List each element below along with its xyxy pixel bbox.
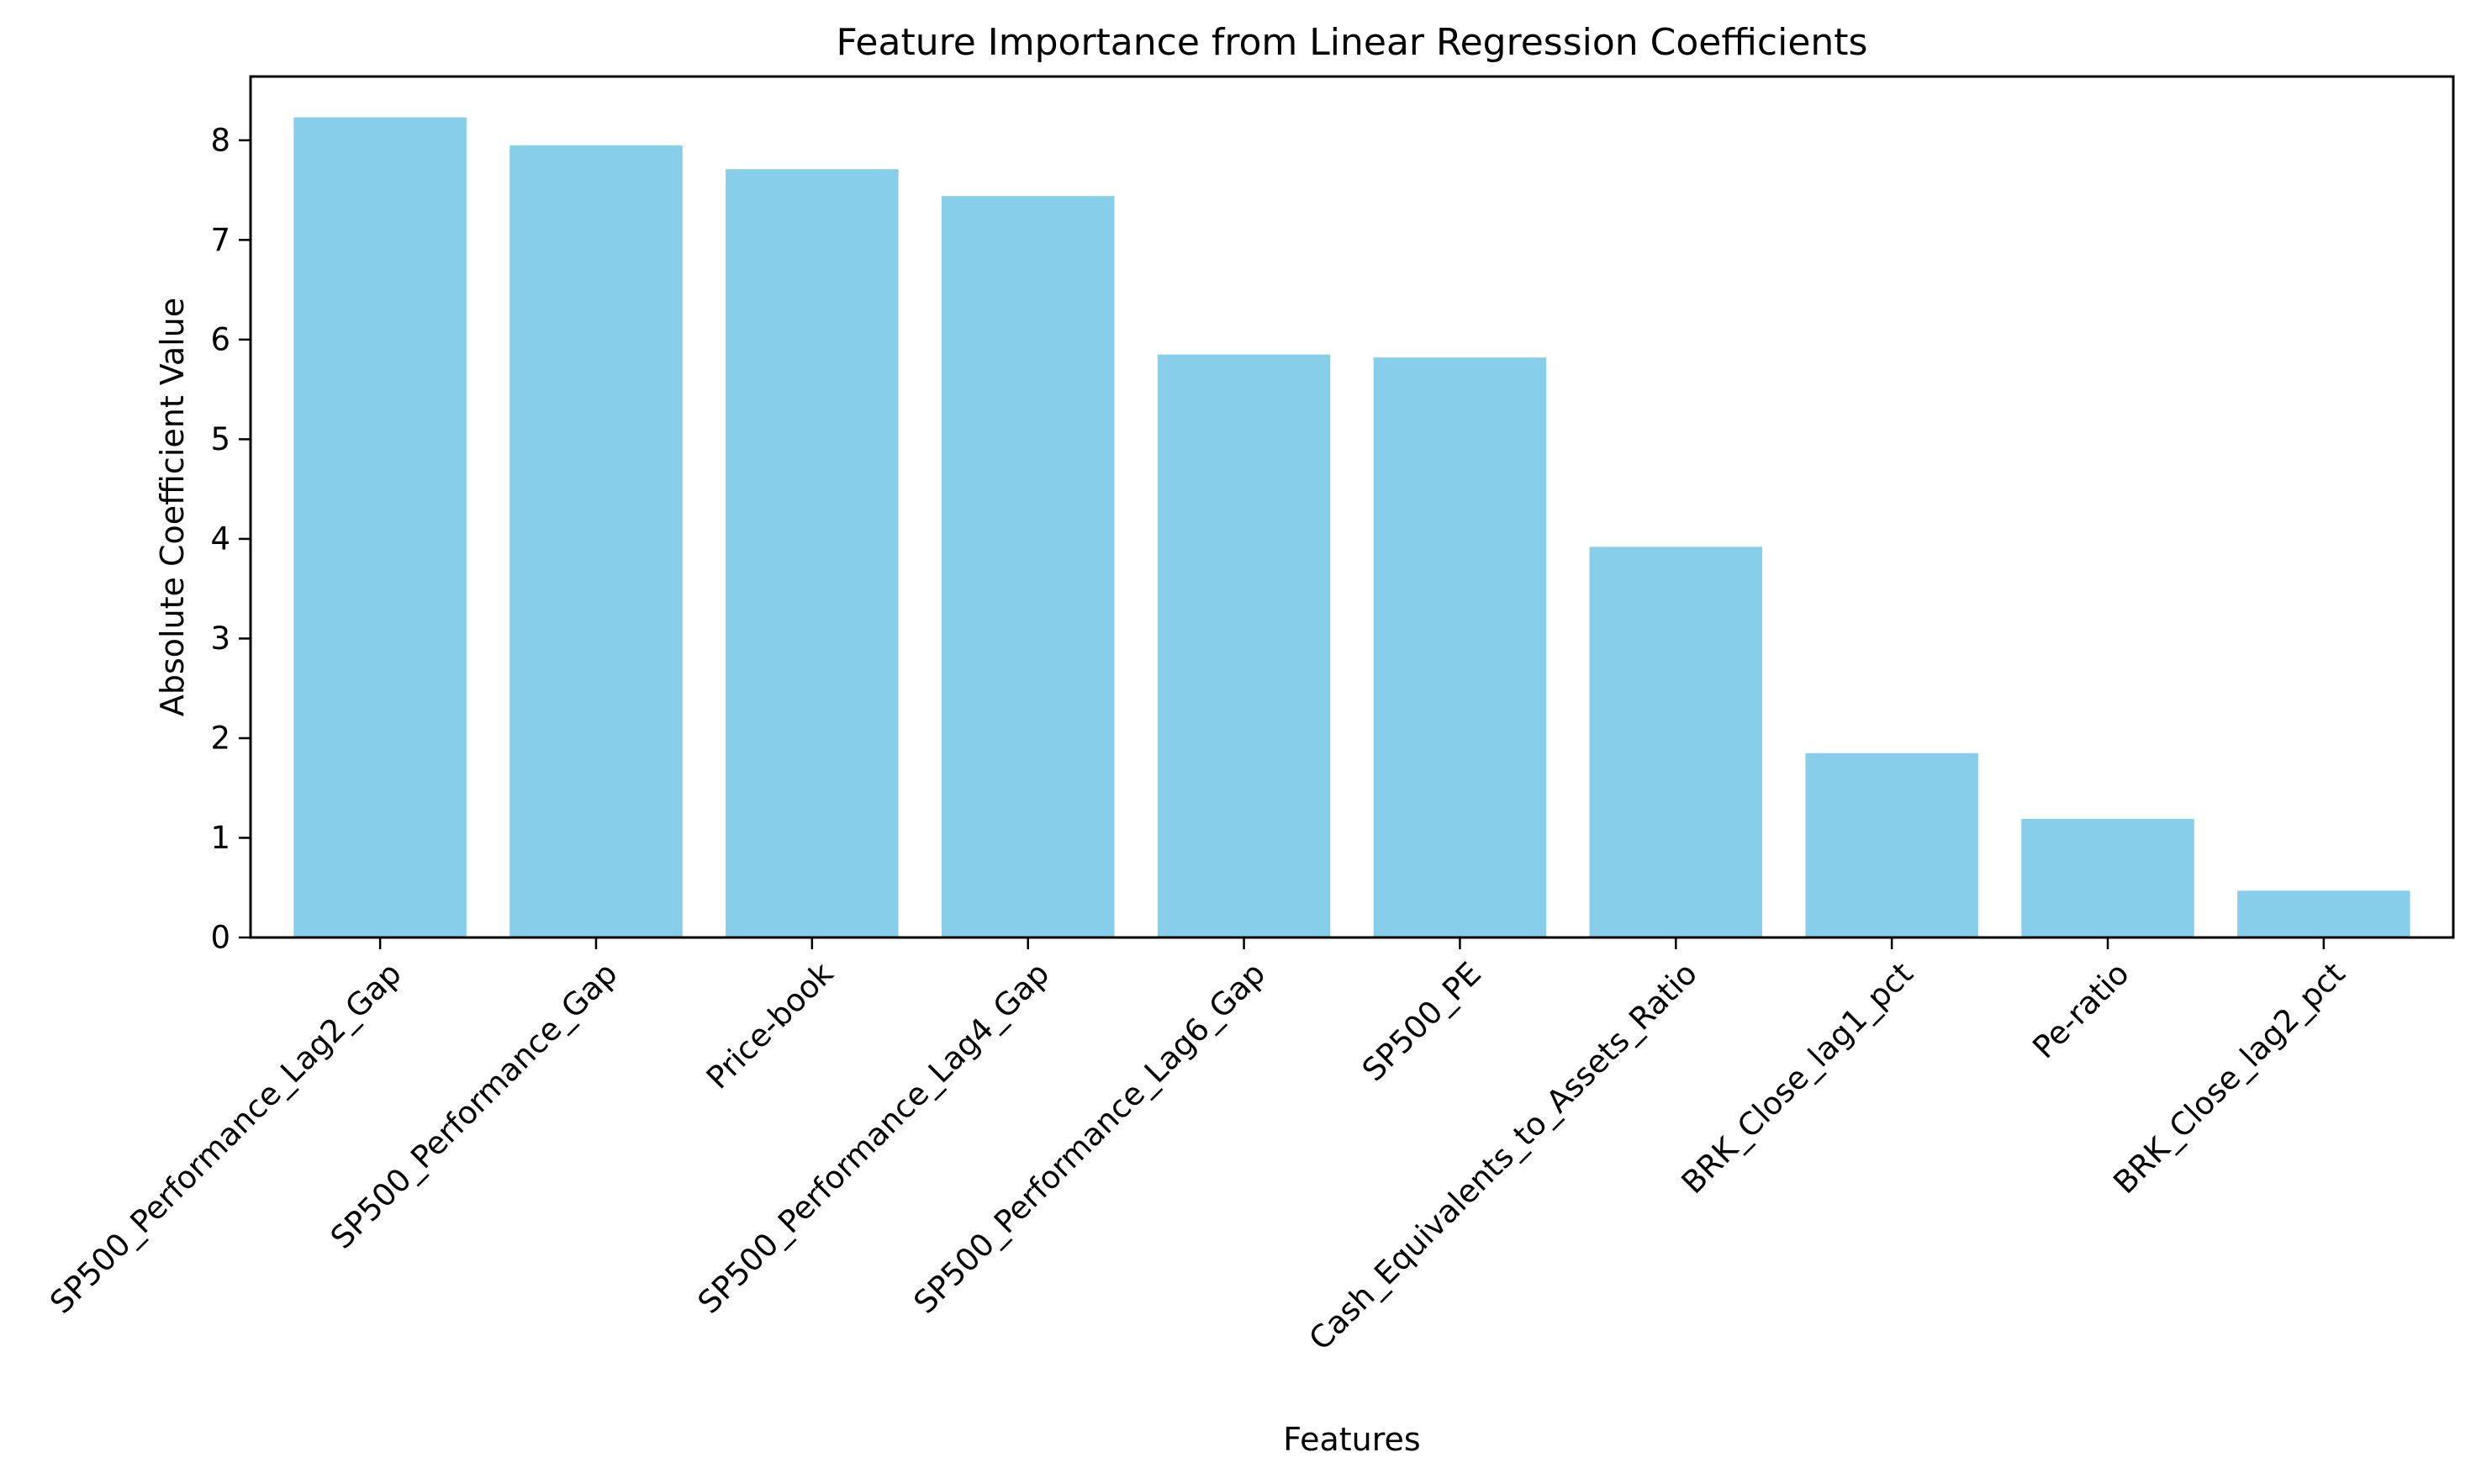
bars-layer — [293, 117, 2410, 938]
y-tick-label: 1 — [210, 820, 230, 856]
y-axis-label: Absolute Coefficient Value — [154, 298, 191, 716]
y-tick-label: 3 — [210, 621, 230, 657]
plot-area-frame — [249, 75, 2455, 939]
y-tick-label: 0 — [210, 920, 230, 956]
y-tick-label: 5 — [210, 421, 230, 457]
bar-brk-close-lag1-pct — [1805, 753, 1978, 937]
bar-sp500-performance-lag2-gap — [293, 117, 467, 938]
bar-brk-close-lag2-pct — [2237, 890, 2410, 937]
bar-sp500-performance-lag4-gap — [941, 196, 1115, 938]
chart-title: Feature Importance from Linear Regressio… — [837, 21, 1868, 64]
y-tick-label: 7 — [210, 222, 230, 258]
y-tick-label: 4 — [210, 520, 230, 557]
y-tick-label: 8 — [210, 122, 230, 158]
bar-cash-equivalents-to-assets-ratio — [1589, 547, 1763, 937]
bar-sp500-pe — [1373, 357, 1547, 938]
bar-sp500-performance-gap — [509, 145, 683, 937]
bar-pe-ratio — [2021, 818, 2194, 937]
bar-sp500-performance-lag6-gap — [1157, 354, 1331, 937]
y-tick-label: 2 — [210, 720, 230, 756]
y-axis-ticks: 0 1 2 3 4 5 6 7 8 — [210, 122, 251, 956]
x-axis-label: Features — [1283, 1421, 1420, 1458]
bar-price-book — [726, 169, 899, 938]
y-tick-label: 6 — [210, 321, 230, 357]
